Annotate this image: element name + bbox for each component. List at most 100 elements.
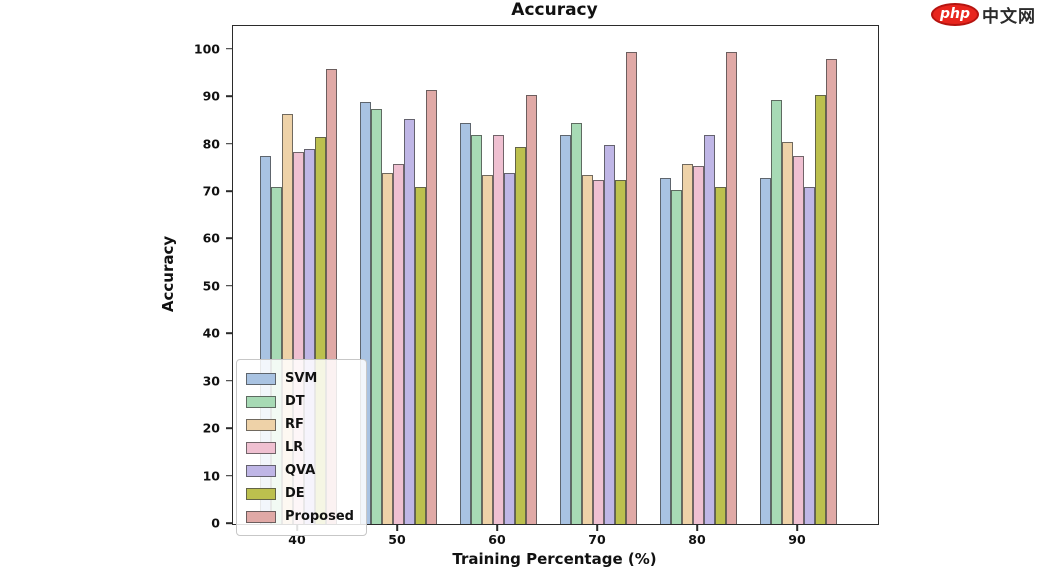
bar-dt-70 [570,123,582,524]
bar-dt-50 [370,109,382,524]
bar-proposed-50 [425,90,437,524]
bar-rf-90 [781,142,793,524]
bar-de-90 [814,94,826,524]
y-axis-label: Accuracy [159,235,177,313]
legend-swatch-icon [246,395,276,408]
legend-item-qva: QVA [246,459,354,482]
legend-item-dt: DT [246,390,354,413]
x-tick-mark [596,525,598,531]
y-tick-mark [226,474,232,477]
y-tick-mark [226,522,232,524]
bar-qva-60 [503,173,515,524]
x-tick-label-60: 60 [488,532,506,547]
x-tick-label-80: 80 [688,532,706,547]
y-tick-label-20: 20 [202,420,220,436]
legend-item-lr: LR [246,436,354,459]
y-tick-label-30: 30 [202,373,220,389]
bar-lr-50 [392,163,404,524]
bar-svm-90 [759,177,771,524]
legend-swatch-icon [246,487,276,500]
y-tick-label-70: 70 [202,183,220,199]
bar-de-40 [314,137,326,524]
bar-dt-40 [270,187,282,524]
bar-qva-80 [703,135,715,524]
x-tick-mark [796,525,798,531]
chart-title: Accuracy [511,0,598,20]
bar-svm-70 [559,135,571,524]
bar-de-80 [714,187,726,524]
y-tick-label-0: 0 [211,515,220,531]
legend-item-svm: SVM [246,367,354,390]
legend-swatch-icon [246,441,276,454]
x-axis-label: Training Percentage (%) [452,550,657,568]
legend-label: DE [285,486,305,501]
y-tick-mark [226,95,232,97]
bar-proposed-90 [825,59,837,524]
legend-label: SVM [285,371,318,386]
y-tick-mark [226,427,232,429]
y-tick-mark [226,285,232,287]
bar-de-60 [514,146,526,524]
y-tick-label-40: 40 [202,325,220,341]
bar-de-70 [614,180,626,524]
bar-lr-70 [592,180,604,524]
bar-rf-80 [681,163,693,524]
site-logo-text: 中文网 [982,7,1036,27]
legend-item-rf: RF [246,413,354,436]
y-tick-label-80: 80 [202,136,220,152]
legend: SVM DT RF LR QVA DE Proposed [236,359,367,536]
y-tick-mark [226,332,232,335]
legend-label: DT [285,394,305,409]
bar-svm-50 [359,101,371,524]
bar-de-50 [414,187,426,524]
bar-svm-40 [259,156,271,524]
bar-rf-60 [481,175,493,524]
bar-rf-70 [581,175,593,524]
y-tick-mark [226,379,232,382]
x-tick-mark [396,525,398,531]
bar-rf-50 [381,173,393,524]
bar-lr-40 [292,151,304,524]
legend-label: RF [285,417,304,432]
y-tick-label-50: 50 [202,278,220,294]
bar-qva-90 [803,187,815,524]
y-tick-mark [226,237,232,240]
y-tick-label-90: 90 [202,88,220,104]
bar-svm-80 [659,177,671,524]
bar-qva-40 [303,149,315,524]
x-tick-label-90: 90 [788,532,806,547]
y-tick-mark [226,47,232,50]
legend-swatch-icon [246,418,276,431]
bar-proposed-40 [325,68,337,524]
bar-proposed-60 [525,94,537,524]
x-tick-mark [496,525,498,531]
legend-swatch-icon [246,510,276,523]
bar-lr-60 [492,135,504,524]
bar-qva-50 [403,118,415,524]
y-tick-mark [226,142,232,145]
bar-rf-40 [281,113,293,524]
legend-swatch-icon [246,464,276,477]
legend-item-de: DE [246,482,354,505]
plot-area: SVM DT RF LR QVA DE Proposed [232,25,879,536]
site-logo: php 中文网 [930,2,1036,27]
bar-proposed-70 [625,52,637,524]
bar-qva-70 [603,144,615,524]
bar-lr-80 [692,165,704,524]
php-logo-icon: php [930,3,979,26]
bar-dt-60 [470,135,482,524]
bar-svm-60 [459,123,471,524]
y-tick-label-10: 10 [202,468,220,484]
legend-swatch-icon [246,372,276,385]
legend-label: LR [285,440,304,455]
bar-dt-80 [670,189,682,524]
bar-dt-90 [770,99,782,524]
y-tick-label-60: 60 [202,230,220,246]
y-tick-mark [226,190,232,192]
y-tick-label-100: 100 [193,41,220,57]
x-tick-mark [696,525,698,531]
bar-proposed-80 [725,52,737,524]
legend-label: QVA [285,463,316,478]
x-tick-label-50: 50 [388,532,406,547]
